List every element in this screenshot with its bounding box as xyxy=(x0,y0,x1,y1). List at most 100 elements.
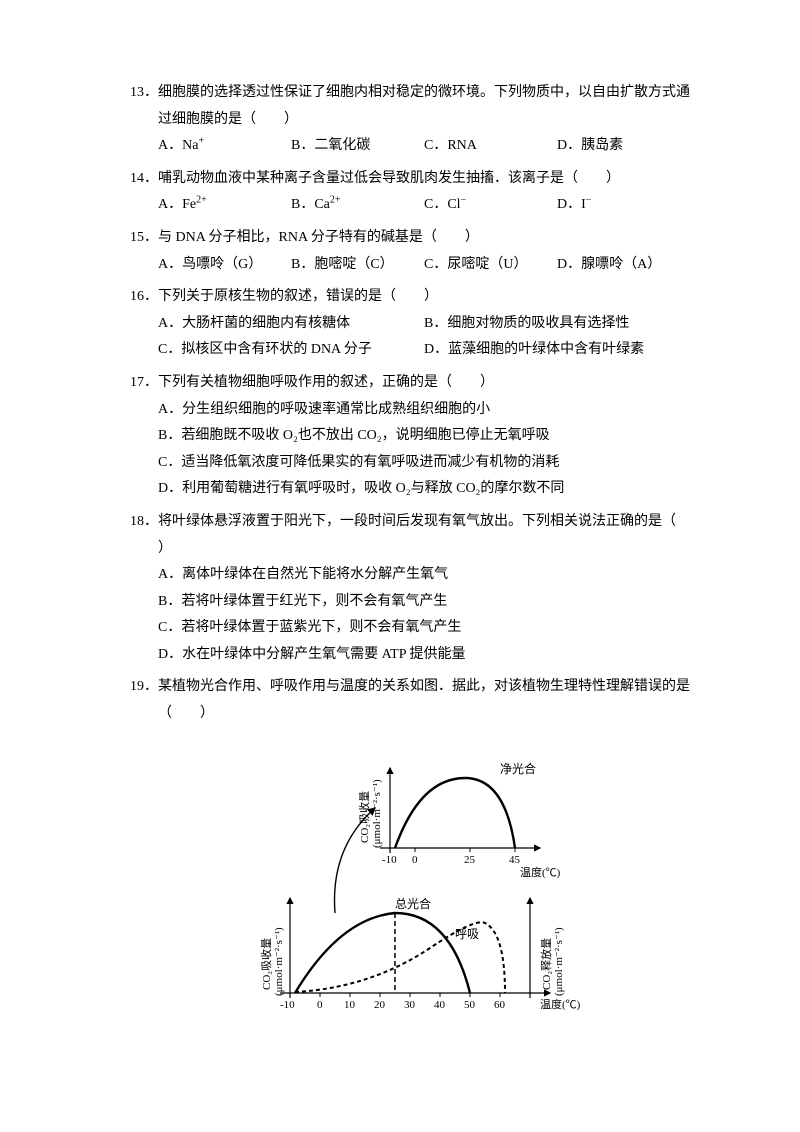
q18-opt-d: D．水在叶绿体中分解产生氧气需要 ATP 提供能量 xyxy=(130,642,690,669)
q17-opt-d: D．利用葡萄糖进行有氧呼吸时，吸收 O₂与释放 CO₂的摩尔数不同 xyxy=(130,476,690,503)
q15-opt-d: D．腺嘌呤（A） xyxy=(557,252,690,279)
sup-minus-c: − xyxy=(461,195,467,206)
question-14: 14．哺乳动物血液中某种离子含量过低会导致肌肉发生抽搐．该离子是（ ） A．Fe… xyxy=(130,166,690,219)
net-label: 净光合 xyxy=(500,761,536,776)
bt4: 30 xyxy=(404,999,416,1011)
bt0: -10 xyxy=(280,999,295,1011)
figure-container: -10 0 25 45 温度(℃) CO₂吸收量 (μmol·m⁻²·s⁻¹) … xyxy=(130,748,690,1018)
q18-b: B．若将叶绿体置于红光下，则不会有氧气产生 xyxy=(158,589,690,616)
q18-opt-a: A．离体叶绿体在自然光下能将水分解产生氧气 xyxy=(130,562,690,589)
q18-c: C．若将叶绿体置于蓝紫光下，则不会有氧气产生 xyxy=(158,615,690,642)
question-16: 16．下列关于原核生物的叙述，错误的是（ ） A．大肠杆菌的细胞内有核糖体 B．… xyxy=(130,284,690,364)
bot-yr-l2: (μmol·m⁻²·s⁻¹) xyxy=(553,927,565,996)
page: 13．细胞膜的选择透过性保证了细胞内相对稳定的微环境。下列物质中，以自由扩散方式… xyxy=(0,0,800,1132)
bt6: 50 xyxy=(464,999,476,1011)
q18-d: D．水在叶绿体中分解产生氧气需要 ATP 提供能量 xyxy=(158,642,690,669)
bot-yl-l1: CO₂吸收量 xyxy=(259,938,273,990)
q14-d-text: D．I xyxy=(557,197,586,212)
q16-opt-a: A．大肠杆菌的细胞内有核糖体 xyxy=(158,311,424,338)
question-19: 19．某植物光合作用、呼吸作用与温度的关系如图．据此，对该植物生理特性理解错误的… xyxy=(130,674,690,727)
question-13: 13．细胞膜的选择透过性保证了细胞内相对稳定的微环境。下列物质中，以自由扩散方式… xyxy=(130,80,690,160)
bt3: 20 xyxy=(374,999,386,1011)
bt1: 0 xyxy=(317,999,323,1011)
q13-opt-d: D．胰岛素 xyxy=(557,133,690,160)
q19-num: 19． xyxy=(130,679,158,694)
q17-opt-a: A．分生组织细胞的呼吸速率通常比成熟组织细胞的小 xyxy=(130,397,690,424)
q14-options: A．Fe2+ B．Ca2+ C．Cl− D．I− xyxy=(130,192,690,219)
q15-opt-b: B．胞嘧啶（C） xyxy=(291,252,424,279)
question-18: 18．将叶绿体悬浮液置于阳光下，一段时间后发现有氧气放出。下列相关说法正确的是（… xyxy=(130,509,690,669)
q19-stem-l2: （ ） xyxy=(130,701,690,728)
sup-2plus-b: 2+ xyxy=(330,195,341,206)
top-tick-0: -10 xyxy=(382,854,397,866)
total-curve xyxy=(295,913,470,993)
q15-opt-c: C．尿嘧啶（U） xyxy=(424,252,557,279)
bot-xlabel: 温度(℃) xyxy=(540,997,581,1011)
q13-options: A．Na+ B．二氧化碳 C．RNA D．胰岛素 xyxy=(130,133,690,160)
q17-c: C．适当降低氧浓度可降低果实的有氧呼吸进而减少有机物的消耗 xyxy=(158,450,690,477)
q14-opt-a: A．Fe2+ xyxy=(158,192,291,219)
bt2: 10 xyxy=(344,999,356,1011)
q14-text: 哺乳动物血液中某种离子含量过低会导致肌肉发生抽搐．该离子是（ ） xyxy=(158,171,620,186)
top-tick-2: 25 xyxy=(464,854,476,866)
q16-options-r2: C．拟核区中含有环状的 DNA 分子 D．蓝藻细胞的叶绿体中含有叶绿素 xyxy=(130,337,690,364)
bt7: 60 xyxy=(494,999,506,1011)
q17-text: 下列有关植物细胞呼吸作用的叙述，正确的是（ ） xyxy=(158,375,494,390)
sup-2plus-a: 2+ xyxy=(196,195,207,206)
q18-stem-l2: ） xyxy=(130,536,690,563)
q13-stem-line2: 过细胞膜的是（ ） xyxy=(130,107,690,134)
q15-num: 15． xyxy=(130,230,158,245)
q18-num: 18． xyxy=(130,514,158,529)
q18-stem-l1: 18．将叶绿体悬浮液置于阳光下，一段时间后发现有氧气放出。下列相关说法正确的是（ xyxy=(130,509,690,536)
q14-opt-b: B．Ca2+ xyxy=(291,192,424,219)
top-xlabel: 温度(℃) xyxy=(520,865,561,879)
q13-text1: 细胞膜的选择透过性保证了细胞内相对稳定的微环境。下列物质中，以自由扩散方式通 xyxy=(158,85,690,100)
q17-d: D．利用葡萄糖进行有氧呼吸时，吸收 O₂与释放 CO₂的摩尔数不同 xyxy=(158,476,690,503)
q17-num: 17． xyxy=(130,375,158,390)
q17-a: A．分生组织细胞的呼吸速率通常比成熟组织细胞的小 xyxy=(158,397,690,424)
sup-minus-d: − xyxy=(586,195,592,206)
q16-num: 16． xyxy=(130,289,158,304)
resp-label: 呼吸 xyxy=(455,927,479,941)
q13-num: 13． xyxy=(130,85,158,100)
q16-opt-d: D．蓝藻细胞的叶绿体中含有叶绿素 xyxy=(424,337,690,364)
q17-opt-c: C．适当降低氧浓度可降低果实的有氧呼吸进而减少有机物的消耗 xyxy=(130,450,690,477)
q14-opt-d: D．I− xyxy=(557,192,690,219)
temperature-chart: -10 0 25 45 温度(℃) CO₂吸收量 (μmol·m⁻²·s⁻¹) … xyxy=(220,748,600,1018)
q17-opt-b: B．若细胞既不吸收 O₂也不放出 CO₂，说明细胞已停止无氧呼吸 xyxy=(130,423,690,450)
q16-options-r1: A．大肠杆菌的细胞内有核糖体 B．细胞对物质的吸收具有选择性 xyxy=(130,311,690,338)
q14-stem: 14．哺乳动物血液中某种离子含量过低会导致肌肉发生抽搐．该离子是（ ） xyxy=(130,166,690,193)
bot-yr-l1: CO₂释放量 xyxy=(539,938,553,990)
total-label: 总光合 xyxy=(395,896,431,911)
q13-a-text: A．Na xyxy=(158,138,198,153)
q14-opt-c: C．Cl− xyxy=(424,192,557,219)
net-curve xyxy=(395,778,515,848)
bt5: 40 xyxy=(434,999,446,1011)
bottom-subplot: -10 0 10 20 30 40 50 60 温度(℃) CO₂吸收量 (μm… xyxy=(259,896,581,1011)
q15-stem: 15．与 DNA 分子相比，RNA 分子特有的碱基是（ ） xyxy=(130,225,690,252)
plus-superscript: + xyxy=(198,136,204,147)
q13-opt-b: B．二氧化碳 xyxy=(291,133,424,160)
q16-opt-b: B．细胞对物质的吸收具有选择性 xyxy=(424,311,690,338)
q13-stem-line1: 13．细胞膜的选择透过性保证了细胞内相对稳定的微环境。下列物质中，以自由扩散方式… xyxy=(130,80,690,107)
q18-a: A．离体叶绿体在自然光下能将水分解产生氧气 xyxy=(158,562,690,589)
question-17: 17．下列有关植物细胞呼吸作用的叙述，正确的是（ ） A．分生组织细胞的呼吸速率… xyxy=(130,370,690,503)
q14-c-text: C．Cl xyxy=(424,197,461,212)
q17-stem: 17．下列有关植物细胞呼吸作用的叙述，正确的是（ ） xyxy=(130,370,690,397)
q19-stem-l1: 19．某植物光合作用、呼吸作用与温度的关系如图．据此，对该植物生理特性理解错误的… xyxy=(130,674,690,701)
top-tick-3: 45 xyxy=(509,854,521,866)
top-subplot: -10 0 25 45 温度(℃) CO₂吸收量 (μmol·m⁻²·s⁻¹) … xyxy=(357,761,561,879)
top-ylabel-l2: (μmol·m⁻²·s⁻¹) xyxy=(371,779,383,848)
q17-b: B．若细胞既不吸收 O₂也不放出 CO₂，说明细胞已停止无氧呼吸 xyxy=(158,423,690,450)
q16-text: 下列关于原核生物的叙述，错误的是（ ） xyxy=(158,289,438,304)
q19-text1: 某植物光合作用、呼吸作用与温度的关系如图．据此，对该植物生理特性理解错误的是 xyxy=(158,679,690,694)
q13-opt-c: C．RNA xyxy=(424,133,557,160)
q18-opt-c: C．若将叶绿体置于蓝紫光下，则不会有氧气产生 xyxy=(130,615,690,642)
q14-a-text: A．Fe xyxy=(158,197,196,212)
q16-opt-c: C．拟核区中含有环状的 DNA 分子 xyxy=(158,337,424,364)
q16-stem: 16．下列关于原核生物的叙述，错误的是（ ） xyxy=(130,284,690,311)
question-15: 15．与 DNA 分子相比，RNA 分子特有的碱基是（ ） A．鸟嘌呤（G） B… xyxy=(130,225,690,278)
q18-opt-b: B．若将叶绿体置于红光下，则不会有氧气产生 xyxy=(130,589,690,616)
top-tick-1: 0 xyxy=(412,854,418,866)
q14-num: 14． xyxy=(130,171,158,186)
